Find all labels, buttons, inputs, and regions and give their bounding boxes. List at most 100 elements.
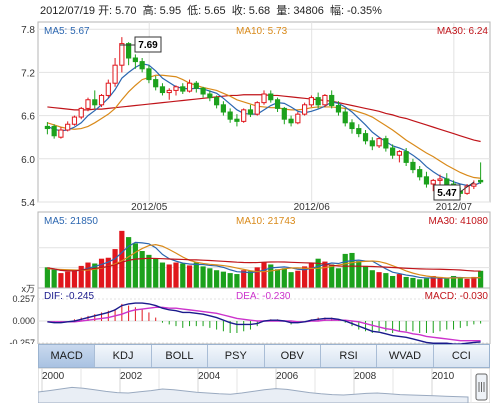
candle-body [437, 178, 443, 181]
candle-body [58, 129, 64, 138]
volume-value: 34806 [293, 5, 324, 17]
volume-label: 量: [276, 5, 291, 17]
tab-wvad[interactable]: WVAD [377, 345, 434, 367]
candle-body [241, 109, 247, 122]
volume-bar [383, 273, 389, 289]
candle-body [471, 183, 477, 187]
candle-body [254, 102, 260, 115]
tab-kdj[interactable]: KDJ [95, 345, 152, 367]
volume-bar [58, 273, 64, 289]
candle-body [166, 89, 172, 94]
volume-bar [153, 258, 159, 289]
tab-cci[interactable]: CCI [433, 345, 489, 367]
price-x-tick-label: 2012/05 [131, 202, 168, 213]
timeline-year-label: 2006 [276, 371, 299, 382]
volume-bar [139, 251, 145, 289]
volume-bar [132, 243, 138, 289]
volume-bar [417, 279, 423, 289]
candle-body [227, 111, 233, 120]
timeline-navigator[interactable]: 2000 2002 2004 2006 2008 2010 [38, 368, 490, 403]
candle-body [315, 97, 321, 106]
candle-body [159, 86, 166, 94]
candle-body [356, 128, 362, 135]
candle-body [268, 93, 274, 101]
volume-bar [369, 270, 375, 289]
tab-psy[interactable]: PSY [208, 345, 265, 367]
high-annotation-label: 7.69 [138, 40, 158, 51]
price-ma10-line [47, 74, 481, 179]
candle-body [444, 178, 450, 185]
tab-boll[interactable]: BOLL [151, 345, 209, 367]
candle-body [146, 68, 152, 81]
candle-body [85, 99, 91, 109]
volume-bar [457, 277, 463, 289]
price-ma5-legend: MA5: 5.67 [44, 26, 90, 37]
volume-bar [444, 277, 450, 289]
candle-body [396, 151, 402, 156]
candle-body [186, 82, 193, 92]
candle-body [220, 104, 226, 113]
candle-body [119, 43, 125, 66]
price-x-ticks: 2012/05 2012/06 2012/07 [131, 202, 472, 213]
macd-y-tick-label: 0.257 [12, 294, 35, 304]
candle-body [390, 147, 396, 156]
volume-bar [186, 265, 193, 289]
volume-bar [159, 262, 166, 289]
volume-bar [464, 278, 470, 289]
volume-ma10-legend: MA10: 21743 [236, 216, 296, 227]
timeline-handle[interactable] [475, 373, 488, 401]
low-label: 低: [187, 5, 202, 17]
volume-bar [247, 271, 254, 289]
volume-unit-label: x万 [21, 284, 35, 294]
volume-bar [349, 252, 355, 289]
volume-bar [335, 268, 342, 289]
open-value: 5.70 [115, 5, 137, 17]
candle-body [369, 140, 375, 147]
volume-bar [207, 268, 213, 289]
timeline-content: 2000 2002 2004 2006 2008 2010 [38, 368, 472, 403]
volume-bar [193, 262, 199, 289]
volume-bar [281, 268, 287, 289]
volume-bar [390, 275, 396, 289]
volume-bar [376, 272, 382, 289]
candle-body [417, 169, 423, 178]
tab-rsi[interactable]: RSI [320, 345, 378, 367]
volume-bar [396, 274, 402, 289]
price-x-tick-label: 2012/06 [294, 202, 331, 213]
volume-ma10-line [47, 243, 481, 279]
low-annotation: 5.47 [433, 181, 475, 201]
timeline-year-label: 2004 [198, 371, 221, 382]
candle-body [383, 138, 389, 149]
timeline-overview-area [38, 386, 469, 403]
volume-bar [71, 270, 78, 289]
price-y-ticks: 7.8 7.2 6.6 6.0 5.4 [21, 25, 35, 209]
candle-body [98, 94, 105, 106]
volume-bar [65, 271, 71, 289]
tab-macd[interactable]: MACD [39, 345, 96, 367]
timeline-year-label: 2008 [354, 371, 377, 382]
volume-ma-lines [47, 241, 481, 280]
volume-bar [423, 278, 430, 289]
volume-bar [308, 262, 314, 289]
candle-body [430, 179, 436, 185]
volume-bar [85, 262, 91, 289]
candle-body [335, 105, 342, 113]
candle-body [173, 86, 179, 91]
candle-body [274, 99, 281, 109]
volume-bar [478, 270, 484, 289]
tab-obv[interactable]: OBV [264, 345, 321, 367]
candle-body [65, 123, 71, 131]
volume-bar [295, 270, 301, 289]
volume-bar [356, 261, 362, 289]
indicator-tabs: MACD KDJ BOLL PSY OBV RSI WVAD CCI [38, 344, 490, 368]
candle-body [295, 113, 301, 124]
price-ma10-legend: MA10: 5.73 [236, 26, 288, 37]
candle-body [478, 179, 484, 183]
candle-body [403, 151, 409, 163]
candle-body [78, 107, 84, 118]
volume-bar [322, 261, 328, 289]
candle-body [193, 82, 199, 89]
macd-y-tick-label: -0.257 [9, 338, 35, 344]
candle-body [207, 93, 213, 99]
volume-bar [112, 249, 118, 289]
